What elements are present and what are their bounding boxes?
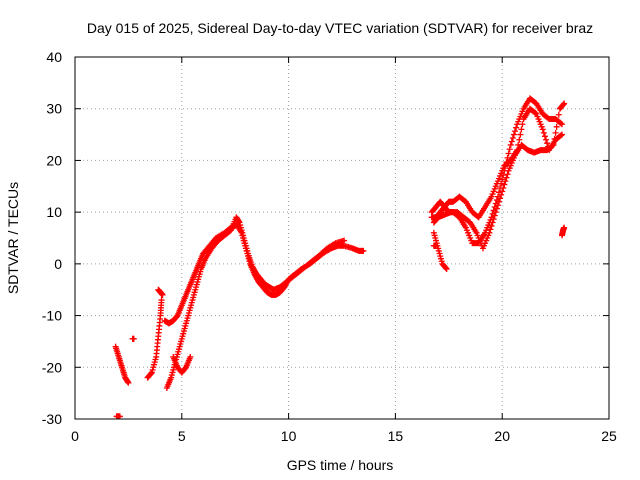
plot-frame xyxy=(74,56,610,420)
data-point xyxy=(540,129,547,136)
data-point xyxy=(559,121,566,128)
data-point xyxy=(490,216,497,223)
data-point xyxy=(499,188,506,195)
y-tick-label: 0 xyxy=(54,256,62,272)
y-tick-label: 40 xyxy=(46,49,62,65)
data-point xyxy=(492,209,499,216)
series-trace-e xyxy=(155,286,166,298)
data-point xyxy=(502,178,509,185)
y-tick-label: -30 xyxy=(42,411,62,427)
data-point xyxy=(500,185,507,192)
data-point xyxy=(553,123,560,130)
data-point xyxy=(557,120,564,127)
data-point xyxy=(513,124,520,131)
data-point xyxy=(443,266,450,273)
grid-layer xyxy=(75,57,609,419)
data-point xyxy=(549,142,556,149)
data-point xyxy=(158,297,165,304)
data-point xyxy=(504,154,511,161)
data-point xyxy=(130,335,137,342)
data-point xyxy=(488,222,495,229)
y-tick-label: 30 xyxy=(46,101,62,117)
series-trace-k xyxy=(430,229,450,273)
data-point xyxy=(507,141,514,148)
data-point xyxy=(509,135,516,142)
data-point xyxy=(561,224,568,231)
data-point xyxy=(557,132,564,139)
data-point xyxy=(497,195,504,202)
data-point xyxy=(187,353,194,360)
data-point xyxy=(493,205,500,212)
data-point xyxy=(116,413,123,420)
series-trace-m xyxy=(430,242,439,249)
x-tick-label: 10 xyxy=(281,428,297,444)
data-point xyxy=(552,129,559,136)
data-point xyxy=(505,150,512,157)
data-point xyxy=(555,111,562,118)
data-point xyxy=(518,126,525,133)
data-point xyxy=(508,138,515,145)
data-point xyxy=(159,291,166,298)
data-point xyxy=(544,140,551,147)
data-point xyxy=(495,198,502,205)
series-trace-a xyxy=(112,343,132,386)
data-point xyxy=(512,128,519,135)
data-point xyxy=(517,131,524,138)
y-tick-label: 10 xyxy=(46,204,62,220)
data-point xyxy=(499,176,506,183)
data-point xyxy=(551,135,558,142)
data-marks xyxy=(112,95,568,420)
data-point xyxy=(516,136,523,143)
data-point xyxy=(341,237,348,244)
series-trace-g xyxy=(163,214,348,391)
series-trace-h xyxy=(170,353,194,376)
data-point xyxy=(125,379,132,386)
data-point xyxy=(506,146,513,153)
data-point xyxy=(360,247,367,254)
data-point xyxy=(442,265,449,272)
series-trace-c xyxy=(129,335,137,342)
data-point xyxy=(489,219,496,226)
data-point xyxy=(542,136,549,143)
data-point xyxy=(560,101,567,108)
series-trace-l xyxy=(430,100,568,252)
data-point xyxy=(491,212,498,219)
data-point xyxy=(559,131,566,138)
x-tick-label: 25 xyxy=(601,428,617,444)
data-point xyxy=(561,100,568,107)
y-tick-label: 20 xyxy=(46,152,62,168)
y-tick-label: -20 xyxy=(42,359,62,375)
data-point xyxy=(226,228,233,235)
data-point xyxy=(550,141,557,148)
x-tick-label: 5 xyxy=(178,428,186,444)
series-trace-i xyxy=(428,95,566,247)
series-trace-n xyxy=(559,224,568,239)
data-point xyxy=(486,229,493,236)
chart-title: Day 015 of 2025, Sidereal Day-to-day VTE… xyxy=(87,20,593,36)
data-point xyxy=(501,181,508,188)
data-point xyxy=(554,117,561,124)
data-point xyxy=(504,171,511,178)
data-point xyxy=(541,133,548,140)
series-trace-b xyxy=(113,413,123,420)
data-point xyxy=(503,174,510,181)
x-tick-label: 15 xyxy=(388,428,404,444)
data-point xyxy=(487,226,494,233)
data-point xyxy=(148,370,155,377)
data-point xyxy=(532,110,539,117)
data-point xyxy=(519,121,526,128)
series-trace-d xyxy=(144,297,165,381)
data-point xyxy=(498,191,505,198)
data-point xyxy=(494,202,501,209)
y-axis-label: SDTVAR / TECUs xyxy=(5,182,21,294)
data-point xyxy=(432,242,439,249)
x-tick-label: 20 xyxy=(494,428,510,444)
data-point xyxy=(510,131,517,138)
y-tick-label: -10 xyxy=(42,308,62,324)
data-point xyxy=(539,126,546,133)
x-tick-label: 0 xyxy=(71,428,79,444)
x-axis-label: GPS time / hours xyxy=(287,457,394,473)
